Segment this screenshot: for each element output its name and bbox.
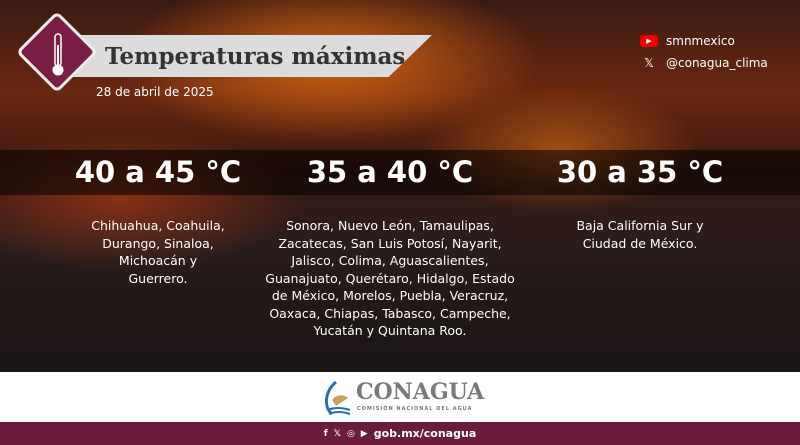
thermometer-icon (52, 33, 64, 76)
brand-subtitle: COMISIÓN NACIONAL DEL AGUA (357, 406, 473, 412)
range-column: 30 a 35 °C Baja California Sur y Ciudad d… (510, 150, 770, 252)
brand-name: CONAGUA (356, 379, 485, 405)
youtube-icon[interactable]: ▶ (360, 428, 368, 439)
footer (0, 372, 800, 422)
page-title: Temperaturas máximas (105, 43, 406, 70)
range-band (0, 150, 800, 195)
range-column: 40 a 45 °C Chihuahua, Coahuila, Durango, … (28, 150, 288, 287)
facebook-icon[interactable]: f (323, 428, 328, 439)
x-handle: @conagua_clima (666, 56, 768, 70)
date: 28 de abril de 2025 (96, 85, 214, 99)
x-icon: 𝕏 (644, 56, 654, 70)
range-label: 40 a 45 °C (74, 155, 242, 189)
conagua-logo-icon (325, 380, 351, 416)
instagram-icon[interactable]: ◎ (346, 428, 355, 439)
states-list: Chihuahua, Coahuila, Durango, Sinaloa, M… (91, 218, 225, 286)
footer-bar: f 𝕏 ◎ ▶ gob.mx/conagua (0, 422, 800, 445)
states-list: Baja California Sur y Ciudad de México. (576, 218, 704, 251)
x-icon[interactable]: 𝕏 (333, 428, 341, 439)
social-x[interactable]: 𝕏 @conagua_clima (640, 56, 768, 70)
range-label: 30 a 35 °C (556, 155, 724, 189)
title-banner (70, 35, 432, 77)
website-link[interactable]: gob.mx/conagua (373, 427, 477, 440)
youtube-icon: ▶ (640, 35, 658, 47)
range-column: 35 a 40 °C Sonora, Nuevo León, Tamaulipas… (260, 150, 520, 340)
youtube-handle: smnmexico (666, 34, 735, 48)
states-list: Sonora, Nuevo León, Tamaulipas, Zacateca… (265, 218, 515, 338)
social-youtube[interactable]: ▶ smnmexico (640, 34, 735, 48)
range-label: 35 a 40 °C (306, 155, 474, 189)
